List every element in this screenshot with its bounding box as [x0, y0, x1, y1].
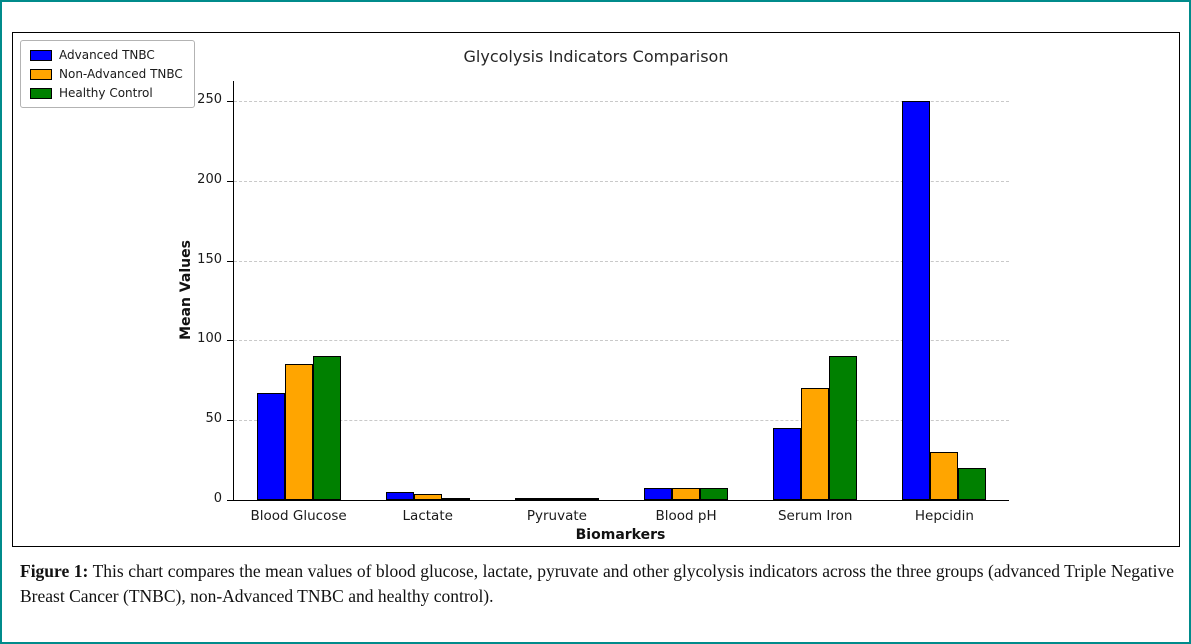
bar-healthy-control	[700, 488, 729, 500]
bar-non-advanced-tnbc	[801, 388, 830, 500]
legend-item: Healthy Control	[30, 86, 183, 100]
legend: Advanced TNBC Non-Advanced TNBC Healthy Co…	[20, 40, 195, 108]
gridline	[234, 180, 1009, 182]
x-tick-label: Hepcidin	[914, 508, 974, 524]
y-tick-mark	[227, 420, 234, 422]
figure-caption-text: This chart compares the mean values of b…	[20, 561, 1174, 607]
bar-healthy-control	[570, 498, 599, 500]
figure-caption: Figure 1: This chart compares the mean v…	[20, 559, 1174, 610]
x-tick-label: Blood pH	[655, 508, 717, 524]
bar-group-pyruvate: Pyruvate	[492, 81, 621, 524]
gridline	[234, 260, 1009, 262]
x-tick-label: Serum Iron	[777, 508, 853, 524]
y-tick-mark	[227, 100, 234, 102]
x-tick-label: Blood Glucose	[250, 508, 347, 524]
bar-healthy-control	[312, 356, 341, 500]
bar-healthy-control	[829, 356, 858, 500]
bar-non-advanced-tnbc	[672, 488, 701, 500]
bar-group-lactate: Lactate	[363, 81, 492, 524]
legend-swatch-icon	[30, 49, 52, 61]
legend-label: Non-Advanced TNBC	[59, 67, 183, 81]
bar-non-advanced-tnbc	[413, 493, 442, 500]
y-tick-label: 50	[205, 411, 222, 427]
gridline	[234, 340, 1009, 342]
plot-area: 0 50 100 150 200 250 Blood Glucose Lactate Pyruv…	[197, 81, 1009, 524]
bar-healthy-control	[958, 468, 987, 500]
legend-swatch-icon	[30, 87, 52, 99]
y-tick-mark	[227, 180, 234, 182]
bar-group-blood-ph: Blood pH	[622, 81, 751, 524]
legend-item: Non-Advanced TNBC	[30, 67, 183, 81]
y-tick-mark	[227, 500, 234, 501]
x-tick-label: Pyruvate	[526, 508, 587, 524]
legend-label: Advanced TNBC	[59, 48, 155, 62]
chart-title: Glycolysis Indicators Comparison	[463, 47, 729, 66]
figure-caption-label: Figure 1:	[20, 561, 89, 581]
y-tick-label: 150	[197, 251, 222, 267]
y-tick-label: 250	[197, 91, 222, 107]
legend-swatch-icon	[30, 68, 52, 80]
chart-figure: Glycolysis Indicators Comparison Mean Va…	[12, 32, 1180, 547]
x-tick-label: Lactate	[402, 508, 453, 524]
y-tick-mark	[227, 260, 234, 262]
bar-advanced-tnbc	[256, 393, 285, 500]
y-tick-label: 100	[197, 331, 222, 347]
bar-advanced-tnbc	[902, 100, 931, 500]
legend-item: Advanced TNBC	[30, 48, 183, 62]
gridline	[234, 420, 1009, 422]
bar-advanced-tnbc	[514, 498, 543, 500]
x-axis-label: Biomarkers	[575, 527, 666, 543]
y-tick-label: 200	[197, 171, 222, 187]
bar-non-advanced-tnbc	[284, 364, 313, 500]
bar-advanced-tnbc	[644, 488, 673, 500]
y-tick-mark	[227, 340, 234, 342]
bar-healthy-control	[441, 497, 470, 500]
bar-non-advanced-tnbc	[542, 498, 571, 500]
legend-label: Healthy Control	[59, 86, 153, 100]
gridline	[234, 100, 1009, 102]
bar-non-advanced-tnbc	[930, 452, 959, 500]
bar-group-hepcidin: Hepcidin	[880, 81, 1009, 524]
bar-group-blood-glucose: Blood Glucose	[234, 81, 363, 524]
y-tick-label: 0	[213, 491, 222, 506]
bar-group-serum-iron: Serum Iron	[751, 81, 880, 524]
bar-advanced-tnbc	[385, 492, 414, 500]
bar-advanced-tnbc	[773, 428, 802, 500]
